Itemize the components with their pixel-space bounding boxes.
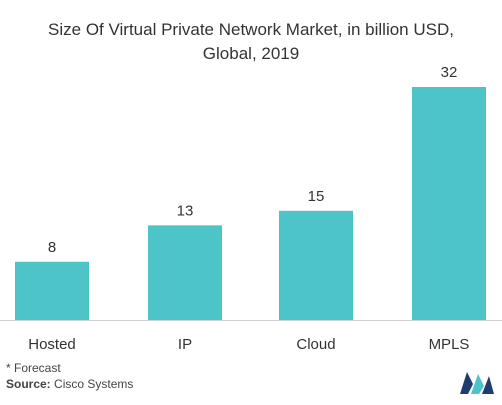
bar-cloud [279,210,353,320]
chart-subtitle: Global, 2019 [202,44,300,63]
data-label-mpls: 32 [441,64,458,81]
x-tick-label-ip: IP [178,336,192,353]
forecast-footnote: * Forecast [6,361,61,375]
bar-mpls [412,87,486,320]
source-text: Cisco Systems [54,377,134,391]
bar-ip [148,225,222,320]
x-tick-label-cloud: Cloud [296,336,335,353]
chart-title: Size Of Virtual Private Network Market, … [48,20,454,39]
chart-title-block: Size Of Virtual Private Network Market, … [0,18,502,66]
mordor-logo-icon [460,372,494,394]
x-tick-label-hosted: Hosted [28,336,76,353]
bar-hosted [15,261,89,320]
data-label-hosted: 8 [48,239,56,256]
data-label-cloud: 15 [308,188,325,205]
x-tick-label-mpls: MPLS [429,336,470,353]
data-label-ip: 13 [177,202,194,219]
source-line: Source: Cisco Systems [6,376,133,392]
source-label: Source: [6,377,51,391]
